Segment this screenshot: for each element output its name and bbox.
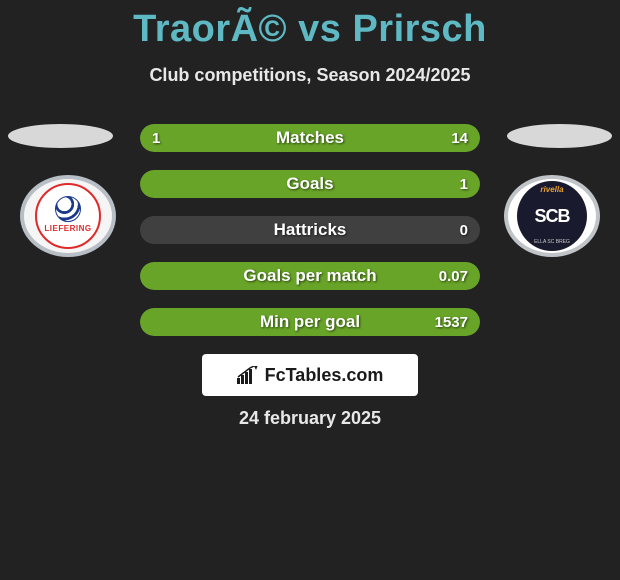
stat-label: Min per goal	[140, 308, 480, 336]
stat-value-right: 1	[460, 170, 468, 198]
right-team-badge-inner: rivella SCB ELLA SC BREG	[517, 181, 587, 251]
stat-row: Hattricks0	[140, 216, 480, 244]
right-player-oval	[507, 124, 612, 148]
left-team-badge-text: LIEFERING	[44, 224, 91, 233]
soccer-ball-icon	[55, 196, 81, 222]
stats-container: Matches114Goals1Hattricks0Goals per matc…	[140, 124, 480, 354]
left-team-badge: LIEFERING	[20, 175, 116, 257]
page-title: TraorÃ© vs Prirsch	[0, 0, 620, 51]
stat-label: Goals per match	[140, 262, 480, 290]
stat-label: Matches	[140, 124, 480, 152]
left-team-badge-inner: LIEFERING	[35, 183, 101, 249]
right-team-badge-top: rivella	[540, 185, 563, 194]
stat-label: Goals	[140, 170, 480, 198]
stat-value-right: 0.07	[439, 262, 468, 290]
stat-row: Goals1	[140, 170, 480, 198]
subtitle: Club competitions, Season 2024/2025	[0, 65, 620, 86]
date-text: 24 february 2025	[0, 408, 620, 429]
stat-row: Goals per match0.07	[140, 262, 480, 290]
right-team-badge: rivella SCB ELLA SC BREG	[504, 175, 600, 257]
stat-row: Min per goal1537	[140, 308, 480, 336]
bar-chart-icon	[237, 366, 259, 384]
right-team-badge-bottom: ELLA SC BREG	[534, 239, 570, 245]
stat-value-right: 0	[460, 216, 468, 244]
brand-box[interactable]: FcTables.com	[202, 354, 418, 396]
stat-value-left: 1	[152, 124, 160, 152]
brand-text: FcTables.com	[265, 365, 384, 386]
stat-label: Hattricks	[140, 216, 480, 244]
right-team-badge-main: SCB	[534, 206, 569, 227]
stat-value-right: 1537	[435, 308, 468, 336]
stat-value-right: 14	[451, 124, 468, 152]
stat-row: Matches1 14	[140, 124, 480, 152]
left-player-oval	[8, 124, 113, 148]
